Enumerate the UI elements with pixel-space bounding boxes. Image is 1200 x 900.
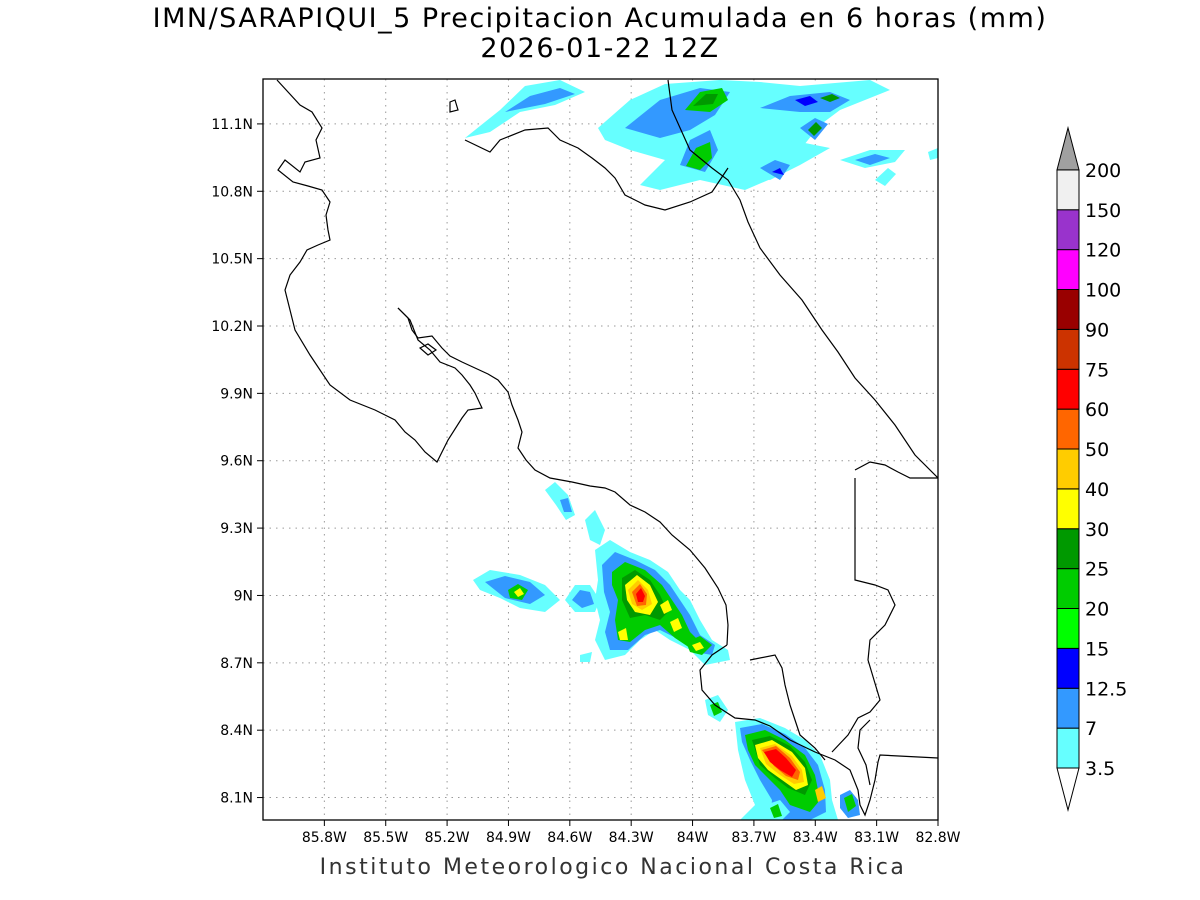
nicaragua-lake-islet	[449, 99, 459, 113]
colorbar-swatch	[1056, 249, 1080, 290]
colorbar-swatch	[1056, 368, 1080, 410]
y-tick-label: 10.5N	[211, 252, 253, 268]
x-tick-label: 84W	[677, 830, 709, 846]
y-tick-label: 11.1N	[211, 117, 253, 133]
y-tick-label: 10.2N	[211, 319, 253, 335]
x-tick-label: 85.2W	[425, 830, 470, 846]
x-tick-label: 83.1W	[854, 830, 899, 846]
x-tick-label: 85.8W	[302, 830, 347, 846]
colorbar-label: 90	[1085, 319, 1109, 341]
x-tick-label: 84.3W	[609, 830, 654, 846]
y-tick-label: 9.6N	[220, 454, 253, 470]
y-tick-label: 9.3N	[220, 521, 253, 537]
golfo-dulce-line	[749, 654, 826, 761]
colorbar-swatch	[1056, 328, 1080, 370]
coastline-layer	[276, 79, 938, 817]
latitude-axis: 11.1N 10.8N 10.5N 10.2N 9.9N 9.6N 9.3N 9N 8.7N 8.…	[211, 117, 263, 807]
osa-coast-line	[699, 644, 938, 817]
colorbar-swatch	[1056, 687, 1080, 729]
precip-cluster-north	[465, 80, 938, 190]
x-tick-label: 84.6W	[547, 830, 592, 846]
y-tick-label: 8.7N	[220, 656, 253, 672]
colorbar-over-triangle	[1056, 125, 1080, 171]
colorbar-swatch	[1056, 528, 1080, 570]
colorbar-label: 20	[1085, 599, 1109, 621]
x-tick-label: 82.8W	[915, 830, 960, 846]
colorbar-swatch	[1056, 568, 1080, 609]
colorbar-label: 50	[1085, 439, 1109, 461]
colorbar-swatch	[1056, 289, 1080, 330]
x-tick-label: 83.7W	[731, 830, 776, 846]
x-tick-label: 85.5W	[363, 830, 408, 846]
y-tick-label: 9.9N	[220, 386, 253, 402]
colorbar-swatch	[1056, 647, 1080, 689]
peninsula-coast-line	[397, 307, 729, 646]
precipitation-field	[465, 80, 938, 820]
colorbar-label: 7	[1085, 718, 1097, 740]
y-tick-label: 8.1N	[220, 791, 253, 807]
y-tick-label: 9N	[234, 588, 253, 604]
panama-border-line	[831, 461, 938, 753]
colorbar-label: 100	[1085, 280, 1121, 302]
colorbar-label: 25	[1085, 559, 1109, 581]
nicaragua-coast-line	[276, 79, 483, 463]
longitude-axis: 85.8W 85.5W 85.2W 84.9W 84.6W 84.3W 84W 83.7W 83…	[302, 820, 961, 846]
y-tick-label: 8.4N	[220, 723, 253, 739]
colorbar-swatch	[1056, 209, 1080, 251]
x-tick-label: 84.9W	[486, 830, 531, 846]
caribbean-coast-line	[667, 79, 938, 479]
colorbar-swatch	[1056, 727, 1080, 769]
chart-subtitle-date: 2026-01-22 12Z	[480, 33, 720, 64]
precip-cluster-south	[735, 718, 860, 820]
lake-nicaragua-shore	[464, 127, 729, 211]
colorbar-label: 12.5	[1085, 678, 1127, 700]
chart-title: IMN/SARAPIQUI_5 Precipitacion Acumulada …	[152, 3, 1048, 34]
y-tick-label: 10.8N	[211, 184, 253, 200]
colorbar-swatch	[1056, 408, 1080, 450]
colorbar-label: 60	[1085, 399, 1109, 421]
colorbar-label: 30	[1085, 519, 1109, 541]
colorbar-label: 200	[1085, 160, 1121, 182]
colorbar-label: 15	[1085, 638, 1109, 660]
colorbar-label: 150	[1085, 200, 1121, 222]
colorbar-swatch	[1056, 448, 1080, 490]
colorbar-label: 75	[1085, 359, 1109, 381]
colorbar-swatch	[1056, 169, 1080, 211]
colorbar-swatch	[1056, 488, 1080, 530]
punta-burica-line	[857, 719, 871, 786]
graticule-grid	[263, 79, 939, 820]
map-frame	[262, 78, 939, 821]
precip-cluster-central	[473, 482, 730, 722]
footer-credit: Instituto Meteorologico Nacional Costa R…	[319, 855, 907, 880]
gulf-island	[418, 343, 438, 356]
colorbar-label: 3.5	[1085, 758, 1115, 780]
colorbar-label: 40	[1085, 479, 1109, 501]
colorbar-under-triangle	[1056, 767, 1080, 812]
colorbar-label: 120	[1085, 240, 1121, 262]
x-tick-label: 83.4W	[793, 830, 838, 846]
colorbar-legend: 3.5 7 12.5 15 20 25 30 40 50 60 75 90 100 120 150 200	[1056, 125, 1127, 812]
colorbar-swatch	[1056, 608, 1080, 649]
